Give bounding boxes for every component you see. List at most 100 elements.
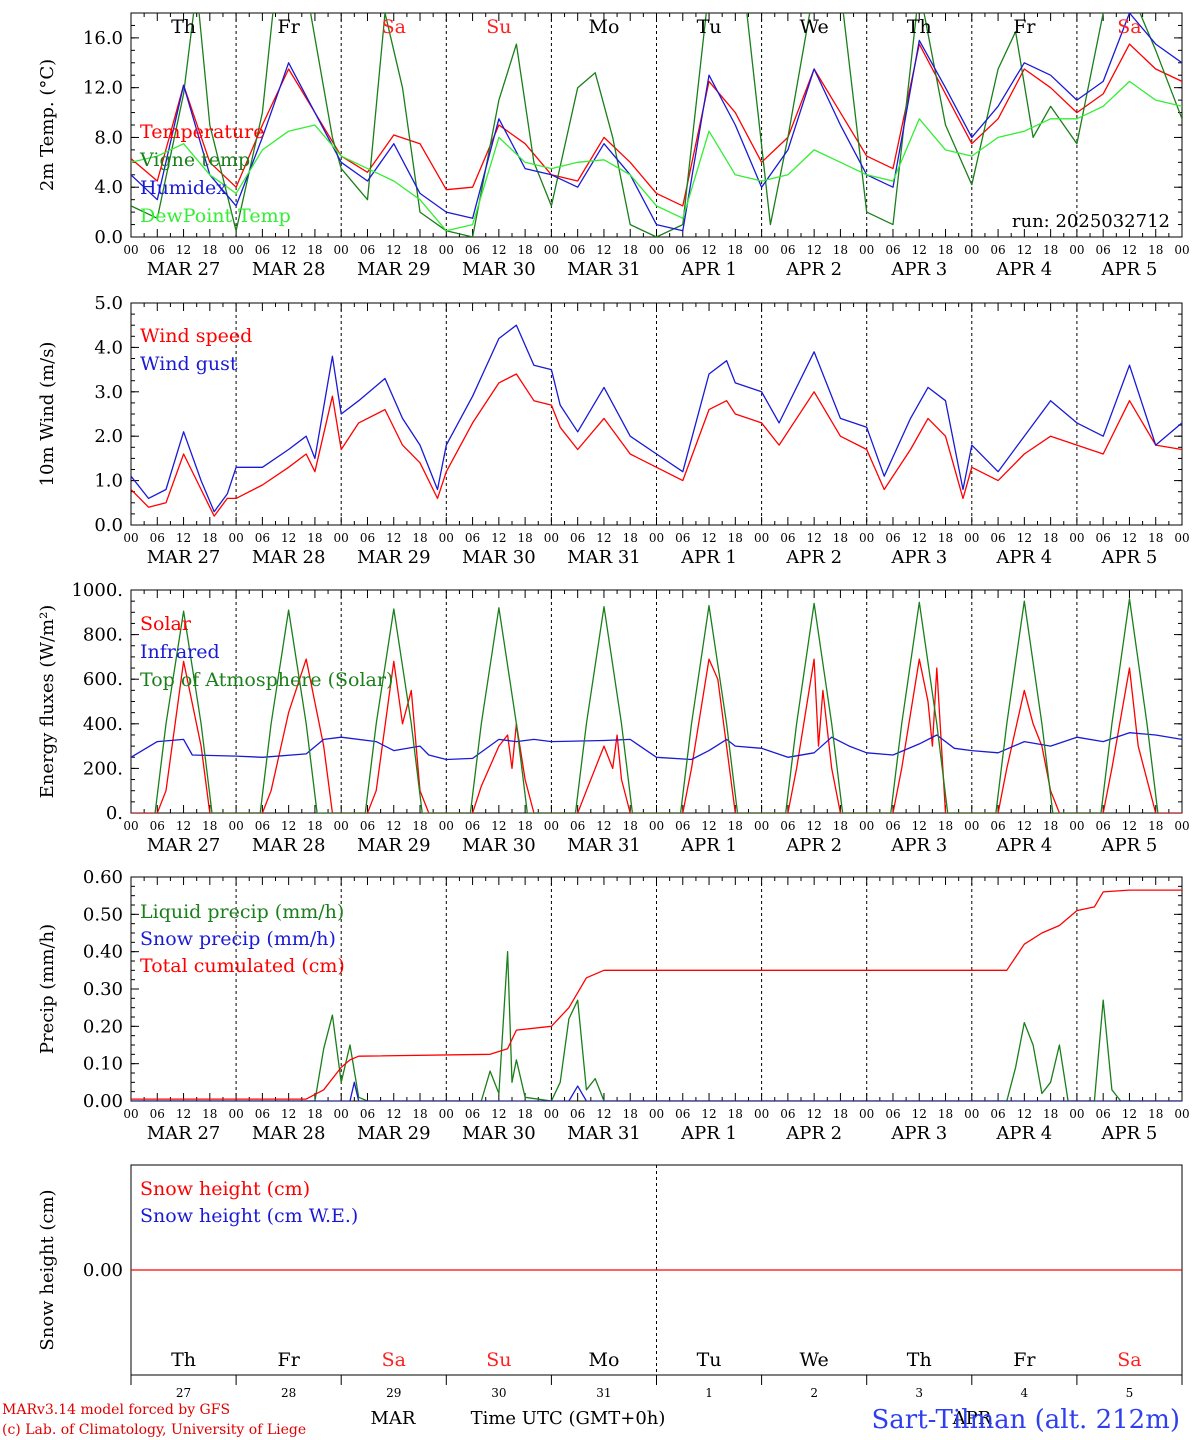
hour-tick-label: 12 — [912, 1107, 927, 1121]
series-line-toa — [154, 598, 1159, 813]
hour-tick-label: 12 — [912, 243, 927, 257]
hour-tick-label: 00 — [649, 531, 664, 545]
y-tick-label: 0.00 — [83, 1260, 123, 1281]
series-line-liquid — [131, 951, 1182, 1101]
day-number-label: 31 — [596, 1386, 611, 1400]
hour-tick-label: 00 — [228, 819, 243, 833]
hour-tick-label: 06 — [885, 1107, 900, 1121]
hour-tick-label: 00 — [859, 531, 874, 545]
date-label: APR 4 — [995, 547, 1052, 568]
hour-tick-label: 18 — [728, 819, 743, 833]
model-credit: MARv3.14 model forced by GFS — [2, 1402, 230, 1418]
date-label: MAR 28 — [252, 835, 326, 856]
hour-tick-label: 18 — [517, 819, 532, 833]
hour-tick-label: 06 — [1096, 243, 1111, 257]
date-label: APR 2 — [785, 259, 842, 280]
hour-tick-label: 18 — [412, 1107, 427, 1121]
hour-tick-label: 12 — [701, 819, 716, 833]
hour-tick-label: 12 — [807, 531, 822, 545]
hour-tick-label: 06 — [1096, 819, 1111, 833]
hour-tick-label: 00 — [649, 243, 664, 257]
hour-tick-label: 18 — [1043, 1107, 1058, 1121]
date-label: APR 4 — [995, 1123, 1052, 1144]
y-tick-label: 600. — [83, 669, 123, 690]
legend-entry: Snow height (cm W.E.) — [140, 1205, 358, 1227]
series-line-infrared — [131, 732, 1182, 761]
weekday-label: Mo — [588, 16, 619, 38]
weekday-label: Fr — [278, 1349, 301, 1371]
hour-tick-label: 18 — [833, 531, 848, 545]
hour-tick-label: 18 — [1043, 243, 1058, 257]
y-tick-label: 4.0 — [94, 337, 123, 358]
month-label: MAR — [371, 1408, 416, 1429]
hour-tick-label: 00 — [1069, 819, 1084, 833]
date-label: MAR 29 — [357, 1123, 431, 1144]
hour-tick-label: 12 — [386, 243, 401, 257]
hour-tick-label: 06 — [885, 243, 900, 257]
hour-tick-label: 12 — [176, 1107, 191, 1121]
panel-1: 00 06 12 18 00 06 12 18 00 06 12 18 00 06 12 18 00 06 12 18… — [37, 12, 1190, 280]
weekday-label: Sa — [382, 1349, 406, 1371]
series-line-snowp — [131, 1081, 1182, 1101]
y-tick-label: 0.20 — [83, 1016, 123, 1037]
date-label: APR 2 — [785, 835, 842, 856]
copyright-credit: (c) Lab. of Climatology, University of L… — [2, 1422, 306, 1438]
date-label: APR 5 — [1101, 259, 1158, 280]
y-tick-label: 12.0 — [83, 78, 123, 99]
month-label: APR — [952, 1408, 992, 1429]
day-number-label: 3 — [915, 1386, 923, 1400]
legend-entry: Infrared — [140, 641, 220, 663]
hour-tick-label: 18 — [202, 1107, 217, 1121]
hour-tick-label: 06 — [885, 531, 900, 545]
hour-tick-label: 12 — [596, 243, 611, 257]
hour-tick-label: 18 — [1148, 243, 1163, 257]
hour-tick-label: 00 — [1069, 1107, 1084, 1121]
legend-entry: Vigne temp — [139, 149, 250, 171]
hour-tick-label: 00 — [439, 243, 454, 257]
hour-tick-label: 00 — [334, 819, 349, 833]
station-label: Sart-Tilman (alt. 212m) — [871, 1405, 1180, 1435]
weekday-label: Tu — [697, 1349, 722, 1371]
day-number-label: 30 — [491, 1386, 506, 1400]
hour-tick-label: 00 — [649, 1107, 664, 1121]
date-label: APR 1 — [680, 547, 737, 568]
hour-tick-label: 06 — [150, 819, 165, 833]
hour-tick-label: 18 — [1148, 531, 1163, 545]
y-axis-label: Energy fluxes (W/m²) — [37, 605, 58, 799]
hour-tick-label: 18 — [1043, 531, 1058, 545]
hour-tick-label: 06 — [570, 1107, 585, 1121]
series-line-wind — [131, 373, 1182, 517]
hour-tick-label: 12 — [912, 531, 927, 545]
hour-tick-label: 06 — [255, 1107, 270, 1121]
hour-tick-label: 18 — [307, 819, 322, 833]
hour-tick-label: 00 — [334, 1107, 349, 1121]
y-tick-label: 8.0 — [94, 127, 123, 148]
hour-tick-label: 00 — [964, 531, 979, 545]
day-number-label: 27 — [176, 1386, 191, 1400]
y-tick-label: 3.0 — [94, 382, 123, 403]
hour-tick-label: 00 — [228, 531, 243, 545]
y-tick-label: 400. — [83, 714, 123, 735]
hour-tick-label: 18 — [623, 243, 638, 257]
hour-tick-label: 12 — [491, 531, 506, 545]
date-label: MAR 27 — [147, 835, 221, 856]
weekday-label: Fr — [1013, 16, 1036, 38]
hour-tick-label: 00 — [123, 243, 138, 257]
hour-tick-label: 00 — [1069, 531, 1084, 545]
legend-entry: Temperature — [140, 121, 264, 143]
day-number-label: 2 — [810, 1386, 818, 1400]
date-label: APR 3 — [890, 259, 947, 280]
date-label: APR 3 — [890, 835, 947, 856]
weekday-label: Fr — [1013, 1349, 1036, 1371]
hour-tick-label: 06 — [360, 243, 375, 257]
y-axis-label: 10m Wind (m/s) — [37, 342, 58, 487]
hour-tick-label: 06 — [150, 531, 165, 545]
hour-tick-label: 18 — [202, 243, 217, 257]
hour-tick-label: 06 — [360, 819, 375, 833]
hour-tick-label: 18 — [517, 531, 532, 545]
date-label: APR 1 — [680, 259, 737, 280]
hour-tick-label: 06 — [675, 531, 690, 545]
y-tick-label: 5.0 — [94, 293, 123, 314]
y-tick-label: 0. — [106, 803, 123, 824]
hour-tick-label: 00 — [1174, 819, 1189, 833]
